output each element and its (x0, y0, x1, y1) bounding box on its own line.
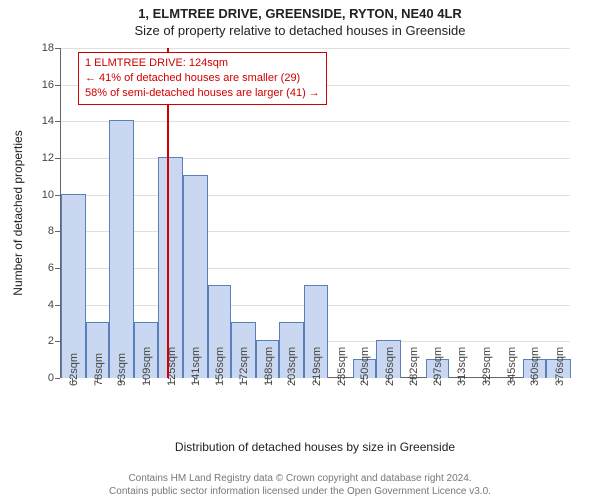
xtick-label: 172sqm (238, 347, 250, 386)
xtick-label: 219sqm (311, 347, 323, 386)
xtick-label: 235sqm (336, 347, 348, 386)
ytick-label: 8 (48, 225, 60, 237)
gridline (60, 195, 570, 196)
xtick-label: 345sqm (506, 347, 518, 386)
ytick-label: 0 (48, 372, 60, 384)
ytick-label: 16 (42, 79, 60, 91)
histogram-bar (61, 194, 86, 378)
xtick-label: 93sqm (116, 353, 128, 386)
histogram-bar (109, 120, 134, 378)
xtick-label: 250sqm (359, 347, 371, 386)
xtick-label: 203sqm (286, 347, 298, 386)
gridline (60, 121, 570, 122)
gridline (60, 231, 570, 232)
ytick-label: 2 (48, 335, 60, 347)
histogram-bar (158, 157, 183, 378)
xtick-label: 109sqm (141, 347, 153, 386)
xtick-label: 313sqm (456, 347, 468, 386)
xtick-label: 297sqm (432, 347, 444, 386)
plot-area: 02468101214161862sqm78sqm93sqm109sqm125s… (60, 48, 570, 378)
footer-line-2: Contains public sector information licen… (0, 486, 600, 499)
ytick-label: 6 (48, 262, 60, 274)
page-title: 1, ELMTREE DRIVE, GREENSIDE, RYTON, NE40… (0, 0, 600, 21)
xtick-label: 188sqm (263, 347, 275, 386)
ytick-label: 14 (42, 115, 60, 127)
x-axis-label: Distribution of detached houses by size … (175, 440, 455, 454)
gridline (60, 48, 570, 49)
annotation-box: 1 ELMTREE DRIVE: 124sqm← 41% of detached… (78, 52, 327, 105)
ytick-label: 4 (48, 299, 60, 311)
ytick-label: 18 (42, 42, 60, 54)
annotation-line: ← 41% of detached houses are smaller (29… (85, 71, 320, 86)
y-axis-label: Number of detached properties (11, 130, 25, 295)
page-subtitle: Size of property relative to detached ho… (0, 21, 600, 42)
ytick-label: 12 (42, 152, 60, 164)
xtick-label: 78sqm (93, 353, 105, 386)
xtick-label: 282sqm (408, 347, 420, 386)
gridline (60, 268, 570, 269)
gridline (60, 158, 570, 159)
xtick-label: 376sqm (554, 347, 566, 386)
ytick-label: 10 (42, 189, 60, 201)
xtick-label: 360sqm (529, 347, 541, 386)
xtick-label: 156sqm (214, 347, 226, 386)
annotation-line: 58% of semi-detached houses are larger (… (85, 86, 320, 101)
histogram-chart: 1, ELMTREE DRIVE, GREENSIDE, RYTON, NE40… (0, 0, 600, 500)
footer-attribution: Contains HM Land Registry data © Crown c… (0, 473, 600, 498)
xtick-label: 266sqm (384, 347, 396, 386)
annotation-line: 1 ELMTREE DRIVE: 124sqm (85, 56, 320, 71)
xtick-label: 62sqm (68, 353, 80, 386)
footer-line-1: Contains HM Land Registry data © Crown c… (0, 473, 600, 486)
xtick-label: 141sqm (190, 347, 202, 386)
xtick-label: 329sqm (481, 347, 493, 386)
